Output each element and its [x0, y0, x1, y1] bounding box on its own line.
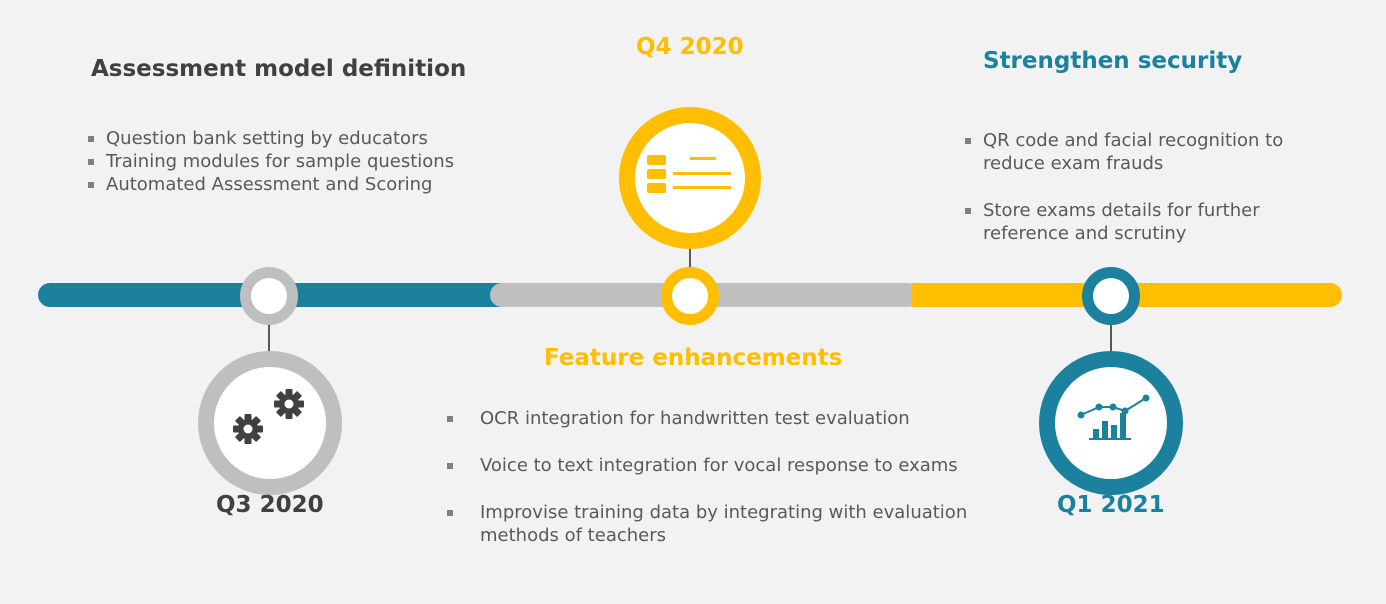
milestone-bullets-q4: OCR integration for handwritten test eva… — [447, 407, 977, 547]
bullet-item: Training modules for sample questions — [88, 150, 508, 173]
milestone-heading-q4: Feature enhancements — [544, 345, 843, 371]
bullet-item: QR code and facial recognition to reduce… — [965, 129, 1295, 175]
milestone-quarter-q4: Q4 2020 — [636, 34, 744, 60]
connector-q4 — [689, 238, 691, 272]
growth-chart-icon — [1077, 394, 1150, 440]
milestone-ring-q4 — [619, 107, 761, 249]
milestone-quarter-q3: Q3 2020 — [216, 492, 324, 518]
timeline-node-q4 — [661, 267, 719, 325]
list-icon — [647, 155, 731, 193]
milestone-ring-q1 — [1039, 351, 1183, 495]
bullet-item: Improvise training data by integrating w… — [447, 501, 977, 547]
connector-q1 — [1110, 320, 1112, 354]
bullet-item: Voice to text integration for vocal resp… — [447, 454, 977, 477]
bullet-item: Store exams details for further referenc… — [965, 199, 1295, 245]
connector-q3 — [268, 320, 270, 354]
milestone-heading-q3: Assessment model definition — [91, 56, 467, 82]
milestone-heading-q1: Strengthen security — [983, 48, 1243, 74]
timeline-node-q1 — [1082, 267, 1140, 325]
bullet-item: Automated Assessment and Scoring — [88, 173, 508, 196]
milestone-bullets-q3: Question bank setting by educators Train… — [88, 127, 508, 196]
milestone-quarter-q1: Q1 2021 — [1057, 492, 1165, 518]
bullet-item: Question bank setting by educators — [88, 127, 508, 150]
milestone-ring-q3 — [198, 351, 342, 495]
gears-icon — [233, 389, 304, 444]
timeline-node-q3 — [240, 267, 298, 325]
milestone-bullets-q1: QR code and facial recognition to reduce… — [965, 129, 1295, 245]
bullet-item: OCR integration for handwritten test eva… — [447, 407, 977, 430]
